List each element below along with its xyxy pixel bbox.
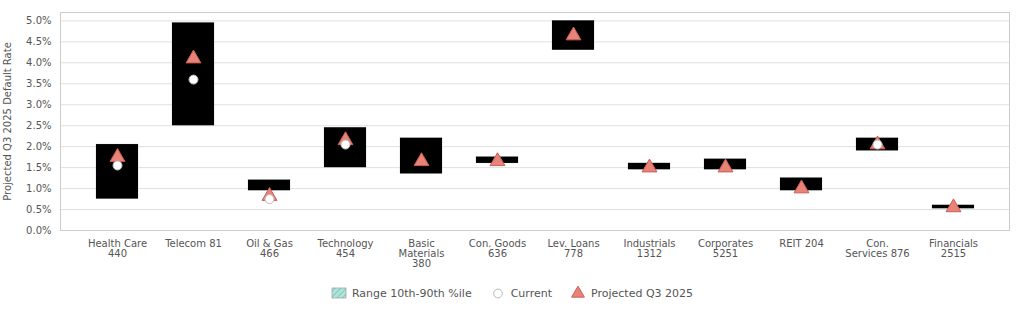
svg-text:3.5%: 3.5% [26,78,51,89]
svg-text:Lev. Loans778: Lev. Loans778 [547,238,599,259]
html-text:Projected Q3 2025: Projected Q3 2025 [591,286,693,300]
svg-text:4.0%: 4.0% [26,57,51,68]
svg-text:Financials2515: Financials2515 [929,238,978,259]
svg-text:BasicMaterials380: BasicMaterials380 [399,238,445,269]
svg-text:Industrials1312: Industrials1312 [623,238,675,259]
svg-text:Projected Q3 2025 Default Rate: Projected Q3 2025 Default Rate [2,42,13,201]
html-text:Range 10th-90th %ile: Range 10th-90th %ile [352,286,472,300]
svg-text:2.0%: 2.0% [26,141,51,152]
html-text:Current: Current [510,286,552,300]
svg-text:REIT 204: REIT 204 [779,238,824,249]
svg-text:Technology454: Technology454 [316,238,373,259]
svg-text:4.5%: 4.5% [26,36,51,47]
svg-text:Health Care440: Health Care440 [88,238,147,259]
svg-text:3.0%: 3.0% [26,99,51,110]
svg-text:Telecom 81: Telecom 81 [164,238,222,249]
svg-text:1.0%: 1.0% [26,183,51,194]
svg-text:5.0%: 5.0% [26,15,51,26]
svg-text:2.5%: 2.5% [26,120,51,131]
svg-text:Con. Goods636: Con. Goods636 [469,238,526,259]
svg-text:0.0%: 0.0% [26,225,51,236]
svg-text:Con.Services 876: Con.Services 876 [845,238,909,259]
svg-text:1.5%: 1.5% [26,162,51,173]
svg-text:0.5%: 0.5% [26,204,51,215]
svg-text:Oil & Gas466: Oil & Gas466 [246,238,293,259]
svg-text:Corporates5251: Corporates5251 [698,238,753,259]
